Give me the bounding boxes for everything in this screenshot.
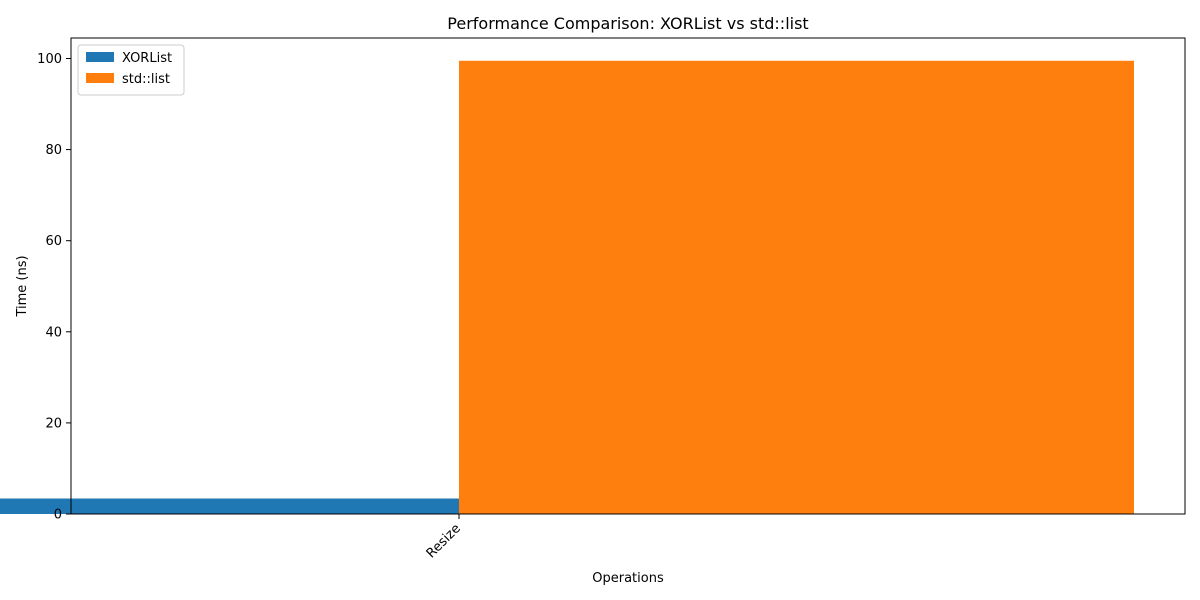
plot-area: 0 20 40 60 80 100 Resize bbox=[0, 37, 1186, 561]
y-tick-label: 0 bbox=[54, 508, 62, 523]
axes-frame bbox=[70, 37, 1186, 515]
x-axis-label: Operations bbox=[592, 571, 664, 586]
chart-title: Performance Comparison: XORList vs std::… bbox=[447, 14, 808, 33]
bar-std-list bbox=[459, 60, 1134, 515]
y-tick-label: 80 bbox=[45, 143, 62, 158]
y-tick-label: 100 bbox=[37, 52, 62, 67]
bar-xorlist bbox=[0, 498, 459, 514]
y-axis-label: Time (ns) bbox=[15, 255, 30, 317]
legend-swatch bbox=[86, 52, 114, 62]
legend-label: XORList bbox=[122, 51, 172, 66]
y-tick-label: 20 bbox=[45, 416, 62, 431]
y-tick-label: 40 bbox=[45, 325, 62, 340]
legend-label: std::list bbox=[122, 72, 170, 87]
x-tick-label: Resize bbox=[424, 521, 464, 561]
legend-swatch bbox=[86, 73, 114, 83]
y-tick-label: 60 bbox=[45, 234, 62, 249]
